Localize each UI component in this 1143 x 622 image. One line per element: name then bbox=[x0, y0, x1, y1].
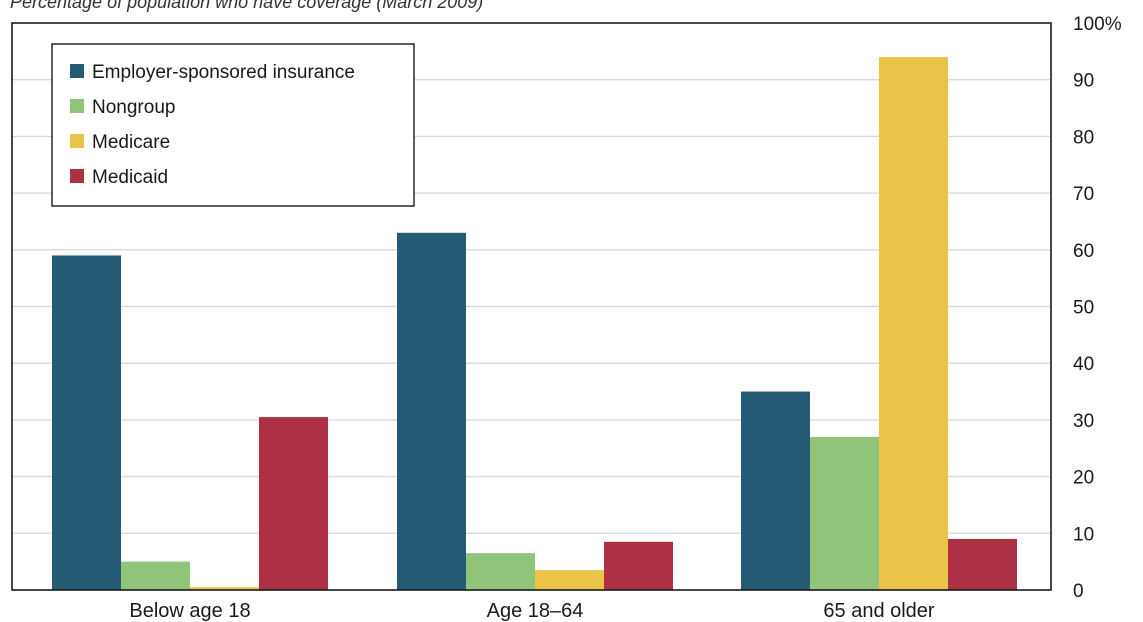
bar bbox=[52, 255, 121, 590]
y-tick-label: 100% bbox=[1073, 14, 1122, 35]
y-tick-label: 60 bbox=[1073, 241, 1094, 262]
y-tick-label: 90 bbox=[1073, 71, 1094, 92]
legend: Employer-sponsored insurance Nongroup Medi… bbox=[51, 43, 415, 207]
bar bbox=[259, 417, 328, 590]
y-tick-label: 0 bbox=[1073, 581, 1084, 602]
legend-swatch bbox=[70, 169, 84, 183]
y-tick-label: 40 bbox=[1073, 354, 1094, 375]
y-tick-label: 80 bbox=[1073, 127, 1094, 148]
legend-swatch bbox=[70, 134, 84, 148]
bar bbox=[879, 57, 948, 590]
y-tick-label: 70 bbox=[1073, 184, 1094, 205]
legend-swatch bbox=[70, 99, 84, 113]
x-category-label: Age 18–64 bbox=[487, 600, 584, 622]
y-tick-label: 20 bbox=[1073, 468, 1094, 489]
y-tick-label: 30 bbox=[1073, 411, 1094, 432]
legend-label: Medicare bbox=[92, 132, 170, 153]
bar bbox=[948, 538, 1017, 590]
y-axis-ticks: 0 10 20 30 40 50 60 70 80 90 100% bbox=[1073, 14, 1122, 602]
plot-frame bbox=[11, 22, 1052, 591]
bar bbox=[397, 232, 466, 591]
legend-label: Nongroup bbox=[92, 97, 175, 118]
legend-box bbox=[51, 43, 415, 207]
bar bbox=[190, 587, 259, 590]
legend-swatch bbox=[70, 64, 84, 78]
bar bbox=[604, 541, 673, 590]
bar bbox=[741, 391, 810, 590]
bar bbox=[121, 561, 190, 590]
x-category-label: Below age 18 bbox=[129, 600, 250, 622]
y-tick-label: 50 bbox=[1073, 298, 1094, 319]
legend-label: Employer-sponsored insurance bbox=[92, 62, 355, 83]
y-tick-label: 10 bbox=[1073, 524, 1094, 545]
page-title: Percentage of population who have covera… bbox=[10, 0, 484, 12]
bar bbox=[535, 570, 604, 590]
x-axis-ticks: Below age 18 Age 18–64 65 and older bbox=[129, 600, 935, 622]
legend-label: Medicaid bbox=[92, 167, 168, 188]
bar bbox=[810, 436, 879, 590]
x-category-label: 65 and older bbox=[823, 600, 935, 622]
bars bbox=[52, 57, 1017, 591]
bar bbox=[466, 553, 535, 590]
